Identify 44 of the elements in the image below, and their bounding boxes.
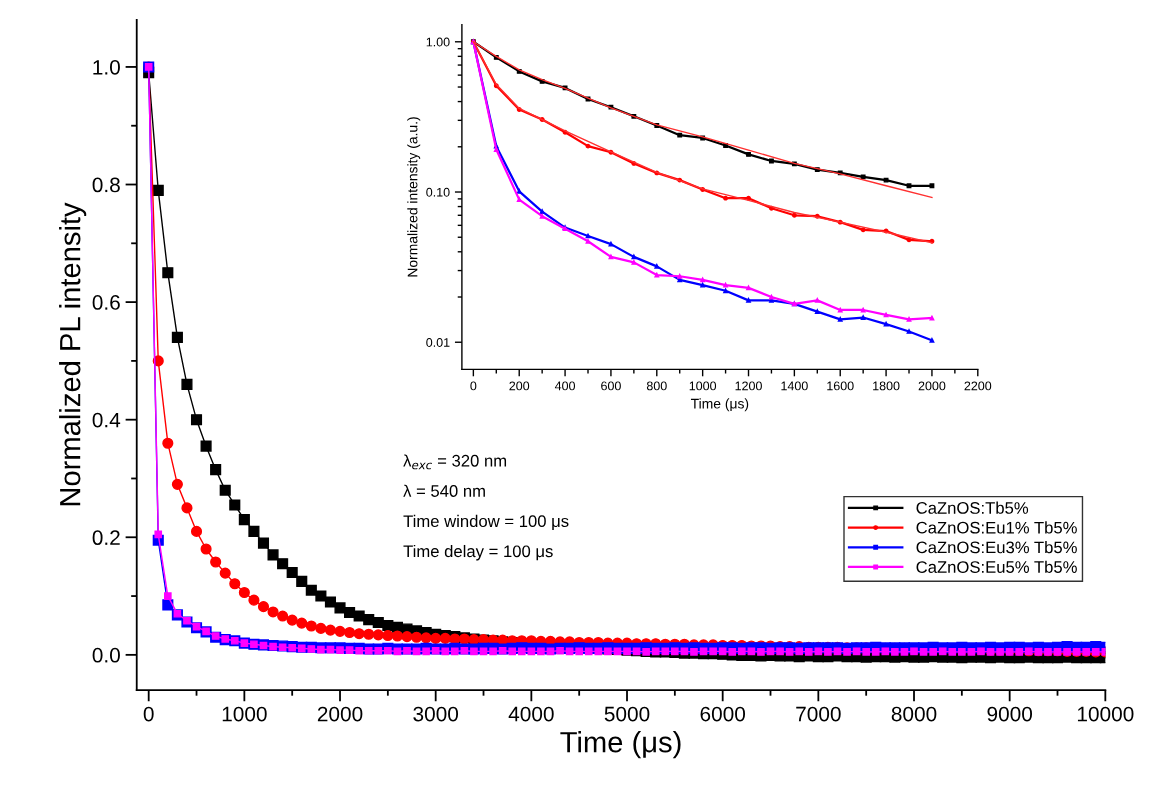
y-tick-label: 0.4 — [92, 412, 121, 428]
x-tick-label: 2000 — [317, 706, 363, 722]
y-tick-label: 0.6 — [92, 295, 120, 310]
legend-label: CaZnOS:Eu3% Tb5% — [916, 541, 1077, 554]
y-tick-label: 0.2 — [92, 530, 120, 546]
x-tick-label: 0 — [143, 706, 154, 722]
x-tick-label: 5000 — [604, 706, 650, 722]
x-tick-label: 9000 — [987, 706, 1033, 722]
x-tick-label: 6000 — [700, 706, 746, 722]
y-axis-title: Normalized intensity (a.u.) — [407, 117, 421, 277]
x-tick-label: 1200 — [735, 381, 762, 391]
x-tick-label: 1400 — [781, 381, 808, 391]
x-tick-label: 4000 — [508, 706, 554, 722]
y-tick-label: 0.10 — [426, 187, 450, 197]
x-tick-label: 1600 — [827, 381, 854, 391]
x-tick-label: 0 — [470, 381, 477, 391]
annotation: λ$_{exc}$ = 320 nm — [403, 454, 507, 470]
x-tick-label: 10000 — [1077, 706, 1134, 722]
x-tick-label: 2000 — [918, 381, 946, 391]
x-tick-label: 3000 — [413, 706, 459, 722]
y-tick-label: 0.01 — [426, 338, 450, 347]
y-tick-label: 0.8 — [92, 177, 120, 193]
x-tick-label: 400 — [554, 381, 576, 391]
x-tick-label: 200 — [509, 381, 530, 391]
y-axis-title: Normalized PL intensity — [59, 202, 87, 506]
y-tick-label: 1.0 — [93, 59, 120, 75]
x-axis-title: Time (μs) — [560, 731, 681, 759]
x-tick-label: 1000 — [222, 706, 267, 722]
x-tick-label: 1800 — [873, 381, 900, 391]
x-tick-label: 600 — [601, 381, 621, 391]
y-tick-label: 1.00 — [426, 37, 450, 47]
x-tick-label: 1000 — [689, 381, 717, 391]
legend-label: CaZnOS:Eu1% Tb5% — [916, 521, 1077, 534]
x-tick-label: 2200 — [964, 381, 992, 391]
annotation: λ = 540 nm — [403, 484, 485, 497]
annotation: Time delay = 100 μs — [403, 544, 553, 561]
x-tick-label: 7000 — [796, 706, 841, 722]
annotation: Time window = 100 μs — [403, 514, 569, 531]
x-axis-title: Time (μs) — [690, 398, 749, 412]
legend-label: CaZnOS:Tb5% — [916, 501, 1029, 514]
legend-label: CaZnOS:Eu5% Tb5% — [916, 560, 1077, 573]
x-tick-label: 8000 — [891, 706, 937, 722]
y-tick-label: 0.0 — [92, 647, 120, 663]
x-tick-label: 800 — [646, 381, 667, 391]
